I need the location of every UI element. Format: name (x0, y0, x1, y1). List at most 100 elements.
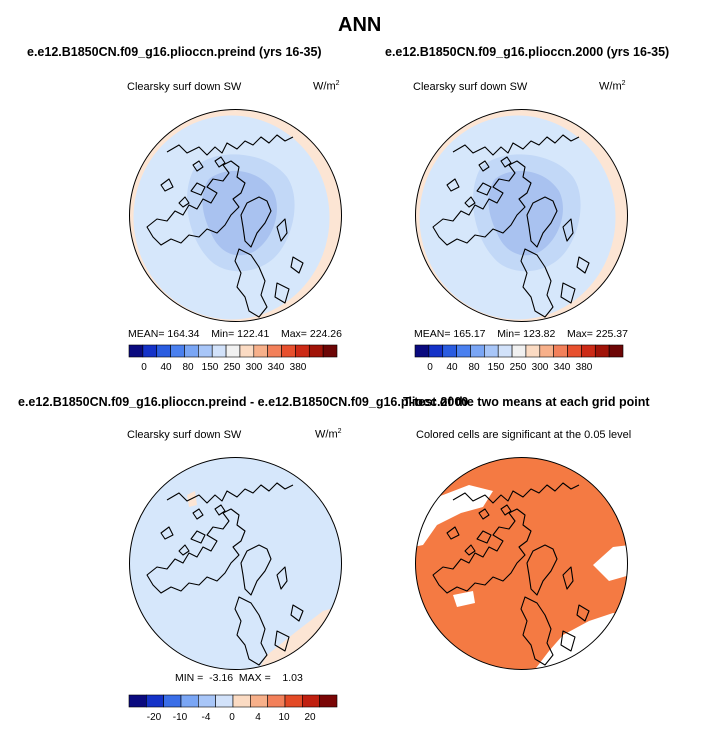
colorbar-swatch (267, 694, 286, 708)
coastline (464, 544, 476, 556)
colorbar-swatch (594, 344, 610, 358)
colorbar-swatch (267, 344, 282, 358)
colorbar-swatch (295, 344, 310, 358)
colorbar-tick-label: 150 (201, 362, 219, 373)
map-fill-group (415, 457, 628, 670)
white-region (453, 591, 475, 607)
colorbar-swatch (215, 694, 234, 708)
mid-blue-region (202, 170, 277, 256)
panel4-title: T-test of the two means at each grid poi… (403, 395, 650, 409)
colorbar-swatch (281, 344, 296, 358)
coastline (478, 160, 490, 172)
colorbar-tick-label: 10 (278, 712, 290, 723)
colorbar-tick-label: 250 (223, 362, 241, 373)
colorbar-tick-label: 20 (304, 712, 316, 723)
colorbar-swatch (239, 344, 255, 358)
coastline (192, 508, 204, 520)
colorbar-swatch (428, 344, 444, 358)
colorbar-swatch (170, 344, 185, 358)
coastline (214, 156, 226, 168)
colorbar-swatch (253, 344, 268, 358)
colorbar-tick-label: 0 (229, 712, 235, 723)
coastline (290, 256, 304, 274)
panel3-stats: MIN = -3.16 MAX = 1.03 (175, 672, 303, 684)
colorbar-swatch (180, 694, 199, 708)
colorbar-tick-label: -4 (201, 712, 211, 723)
coastline (576, 256, 590, 274)
coastline (576, 604, 590, 622)
coastline (500, 156, 512, 168)
coastline (290, 604, 304, 622)
panel2-units: W/m2 (599, 80, 626, 93)
colorbar-tick-label: 250 (509, 362, 527, 373)
colorbar-tick-label: -20 (146, 712, 162, 723)
colorbar-swatch (456, 344, 471, 358)
colorbar-tick-label: 380 (289, 362, 307, 373)
panel2-title: e.e12.B1850CN.f09_g16.plioccn.2000 (yrs … (385, 45, 670, 59)
panel1-map (129, 109, 342, 322)
coastline (560, 630, 576, 652)
coastline (520, 596, 554, 666)
colorbar-swatch (250, 694, 268, 708)
map-border (129, 109, 342, 322)
coastline (146, 160, 246, 246)
colorbar-tick-label: 80 (182, 362, 194, 373)
panel2-max: 225.37 (595, 328, 628, 340)
colorbar-swatch (284, 694, 303, 708)
coastline (190, 182, 206, 196)
coastline (240, 196, 272, 248)
colorbar-swatch (322, 344, 338, 358)
colorbar-tick-label: 4 (255, 712, 261, 723)
colorbar-tick-label: 380 (575, 362, 593, 373)
panel1-max: 224.26 (309, 328, 342, 340)
colorbar-swatch (581, 344, 596, 358)
coastline (190, 530, 206, 544)
panel2-colorbar (414, 344, 624, 358)
coastline (500, 504, 512, 516)
coastline (560, 282, 576, 304)
mid-blue-region (488, 170, 563, 256)
panel1-colorbar (128, 344, 338, 358)
coastline (166, 482, 294, 504)
panel1-title: e.e12.B1850CN.f09_g16.plioccn.preind (yr… (27, 45, 322, 59)
colorbar-tick-label: 340 (267, 362, 285, 373)
panel1-units: W/m2 (313, 80, 340, 93)
colorbar-swatch (608, 344, 624, 358)
coastline (526, 196, 558, 248)
coastline (452, 482, 580, 504)
panel2-min: 123.82 (523, 328, 556, 340)
coastline (146, 508, 246, 594)
colorbar-swatch (128, 344, 144, 358)
colorbar-tick-label: 40 (446, 362, 458, 373)
colorbar-swatch (128, 694, 147, 708)
panel3-title: e.e12.B1850CN.f09_g16.plioccn.preind - e… (18, 395, 469, 409)
colorbar-swatch (211, 344, 227, 358)
colorbar-swatch (511, 344, 527, 358)
panel1-mean: 164.34 (167, 328, 200, 340)
colorbar-swatch (470, 344, 485, 358)
colorbar-tick-label: -10 (172, 712, 188, 723)
panel3-min: -3.16 (209, 672, 234, 684)
map-border (129, 457, 342, 670)
map-border (415, 457, 628, 670)
figure-title: ANN (338, 14, 382, 36)
panel3-units: W/m2 (315, 428, 342, 441)
panel2-subtitle: Clearsky surf down SW (413, 81, 528, 93)
coastline (452, 134, 580, 156)
colorbar-tick-label: 150 (487, 362, 505, 373)
colorbar-swatch (414, 344, 430, 358)
colorbar-tick-label: 40 (160, 362, 172, 373)
colorbar-tick-label: 340 (553, 362, 571, 373)
coastline (160, 178, 174, 192)
coastline (476, 182, 492, 196)
colorbar-swatch (232, 694, 251, 708)
panel1-subtitle: Clearsky surf down SW (127, 81, 242, 93)
colorbar-swatch (553, 344, 568, 358)
white-region (593, 545, 628, 581)
coastline (192, 160, 204, 172)
coastline (276, 218, 288, 242)
coastline (240, 544, 272, 596)
coastline (432, 508, 532, 594)
colorbar-tick-label: 300 (245, 362, 263, 373)
colorbar-swatch (225, 344, 241, 358)
